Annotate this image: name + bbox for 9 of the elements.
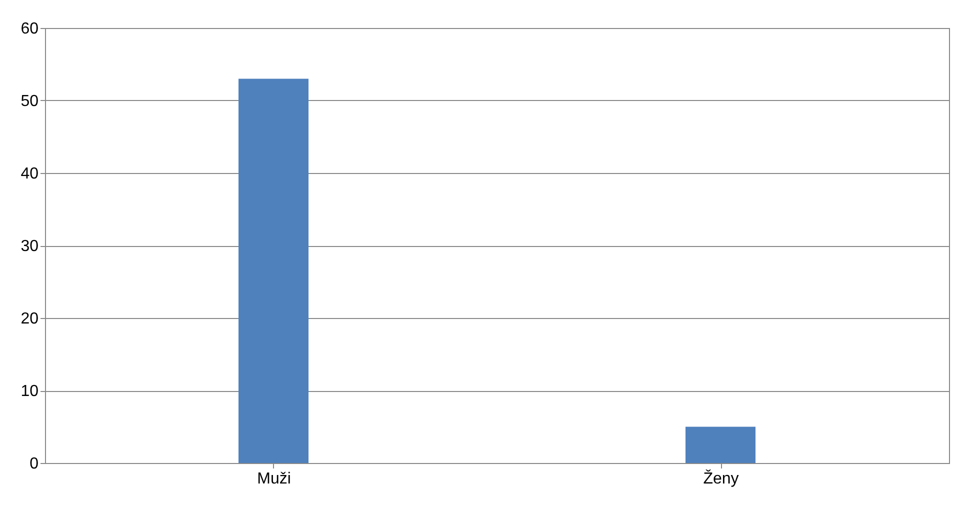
y-tick-label: 40 <box>20 166 39 182</box>
y-tick-label: 60 <box>20 20 39 38</box>
y-tick-label: 20 <box>20 310 39 328</box>
y-tick-label: 0 <box>30 456 39 472</box>
x-tick-label: Ženy <box>703 470 739 488</box>
y-tick-label: 50 <box>20 93 39 110</box>
x-tick-label: Muži <box>257 470 291 488</box>
y-tick-label: 10 <box>20 383 39 400</box>
y-tick-label: 30 <box>20 238 39 255</box>
